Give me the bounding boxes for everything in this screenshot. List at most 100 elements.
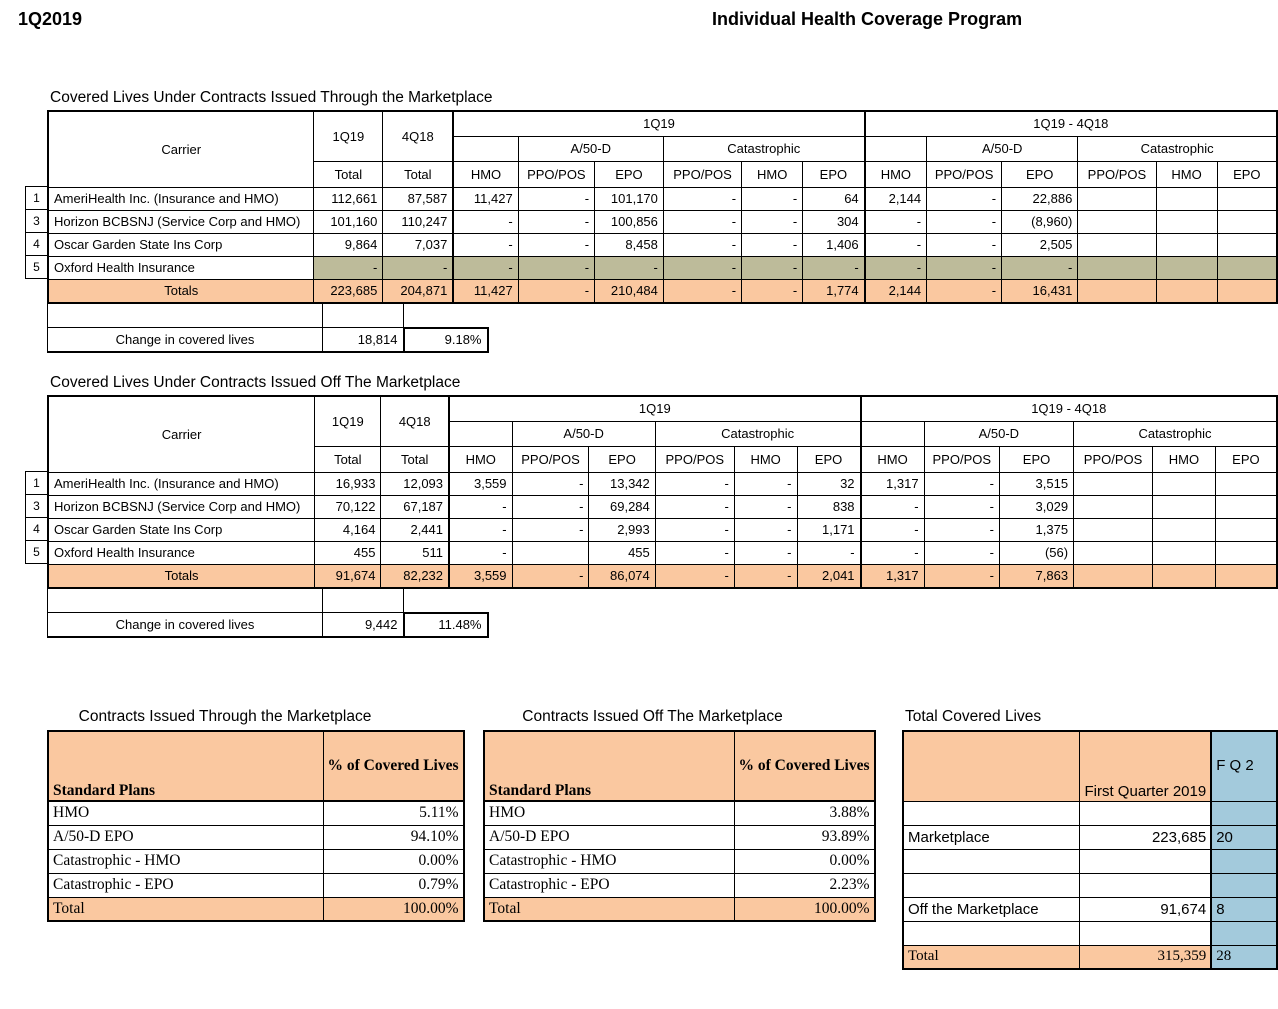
quarter-label: 1Q2019 [18, 9, 83, 29]
change-label: Change in covered lives [47, 327, 323, 353]
value-cell: - [452, 255, 519, 280]
value-cell: - [741, 232, 804, 257]
total-covered-label [902, 848, 1081, 874]
blank-cell [47, 588, 323, 613]
value-cell [1216, 186, 1278, 211]
catastrophic-subheader: Catastrophic [662, 135, 866, 162]
plan-column-header: HMO [1155, 160, 1218, 188]
value-cell [1152, 471, 1216, 496]
plan-column-header: HMO [452, 160, 519, 188]
total-covered-lives-title: Total Covered Lives [905, 708, 1042, 725]
spacer-cell [404, 304, 488, 328]
value-cell: - [923, 517, 1000, 542]
value-cell: 1,406 [802, 232, 866, 257]
value-cell: 2,505 [1001, 232, 1079, 257]
total-covered-q1-value: 91,674 [1079, 896, 1212, 922]
standard-plans-summary-table: Standard Plans% of Covered Lives HMO 3.88%… [483, 730, 876, 922]
plan-column-header: EPO [796, 445, 862, 473]
value-cell: 2,993 [588, 517, 656, 542]
q4-total-header: 4Q18 [380, 395, 450, 447]
value-cell: - [733, 517, 798, 542]
plan-column-header: PPO/POS [926, 160, 1003, 188]
plan-column-header: PPO/POS [511, 445, 590, 473]
covered-lives-marketplace-table: Carrier 1Q19 4Q18 1Q19 1Q19 - 4Q18 A/50-D Cata… [47, 110, 1278, 304]
value-cell [1216, 255, 1278, 280]
totals-value-cell: 82,232 [380, 563, 450, 589]
total-covered-label: Marketplace [902, 824, 1081, 850]
totals-value-cell: - [654, 563, 735, 589]
plan-column-header: EPO [588, 445, 656, 473]
value-cell: 87,587 [382, 186, 454, 211]
value-cell: 2,441 [380, 517, 450, 542]
plan-column-header: EPO [802, 160, 866, 188]
value-cell [1155, 232, 1218, 257]
row-number-cell: 1 [25, 471, 48, 495]
plan-percent: 0.00% [733, 848, 876, 874]
q1-total-header: 1Q19 [313, 110, 384, 162]
plan-percent: 3.88% [733, 800, 876, 826]
plan-column-header: EPO [1216, 160, 1278, 188]
value-cell: - [517, 186, 596, 211]
value-cell: - [859, 517, 925, 542]
marketplace-change-block: Change in covered lives 18,814 9.18% [47, 303, 489, 353]
off-marketplace-change-block: Change in covered lives 9,442 11.48% [47, 588, 489, 638]
plan-percent: 94.10% [322, 824, 465, 850]
total-covered-q4-value-clipped [1210, 872, 1278, 898]
carrier-header: Carrier [47, 395, 316, 473]
total-covered-q4-value-clipped: 20 [1210, 824, 1278, 850]
a50d-subheader: A/50-D [923, 420, 1075, 447]
carrier-cell: Horizon BCBSNJ (Service Corp and HMO) [47, 209, 315, 234]
total-covered-label: Off the Marketplace [902, 896, 1081, 922]
a50d-subheader: A/50-D [517, 135, 664, 162]
value-cell: - [926, 255, 1003, 280]
plan-column-header: EPO [594, 160, 664, 188]
value-cell: - [313, 255, 384, 280]
catastrophic-subheader: Catastrophic [1077, 135, 1278, 162]
plan-column-header: PPO/POS [1073, 445, 1154, 473]
totals-value-cell: 7,863 [998, 563, 1075, 589]
totals-value-cell: 210,484 [594, 278, 664, 304]
value-cell: 3,559 [448, 471, 513, 496]
plan-label: HMO [47, 800, 324, 826]
plan-label: A/50-D EPO [483, 824, 735, 850]
totals-value-cell: 204,871 [382, 278, 454, 304]
totals-value-cell: - [511, 563, 590, 589]
value-cell: - [511, 517, 590, 542]
totals-value-cell: - [517, 278, 596, 304]
value-cell: - [863, 209, 928, 234]
group-header-current-quarter: 1Q19 [452, 110, 866, 137]
totals-value-cell [1216, 278, 1278, 304]
value-cell: 511 [380, 540, 450, 565]
value-cell: 3,029 [998, 494, 1075, 519]
group-header-quarter-delta: 1Q19 - 4Q18 [863, 110, 1278, 137]
carrier-cell: Oscar Garden State Ins Corp [47, 517, 316, 542]
value-cell: (8,960) [1001, 209, 1079, 234]
total-covered-label [902, 800, 1081, 826]
row-number-cell: 4 [25, 517, 48, 541]
totals-value-cell: 86,074 [588, 563, 656, 589]
plan-column-header: HMO [859, 445, 925, 473]
change-in-covered-lives-block: Change in covered lives 18,814 9.18% [47, 303, 489, 353]
value-cell: - [517, 232, 596, 257]
total-covered-q1-value: 223,685 [1079, 824, 1212, 850]
change-label: Change in covered lives [47, 612, 323, 638]
value-cell: - [654, 540, 735, 565]
value-cell: - [741, 186, 804, 211]
value-cell: - [448, 517, 513, 542]
pct-covered-lives-header: % of Covered Lives [733, 730, 876, 802]
plan-label: HMO [483, 800, 735, 826]
carrier-cell: Oxford Health Insurance [47, 540, 316, 565]
value-cell: 455 [314, 540, 382, 565]
value-cell: 1,375 [998, 517, 1075, 542]
change-amount: 9,442 [322, 612, 404, 638]
value-cell: - [662, 255, 743, 280]
value-cell: - [448, 494, 513, 519]
plan-label: Catastrophic - HMO [483, 848, 735, 874]
change-percent: 9.18% [402, 326, 489, 353]
value-cell: - [517, 255, 596, 280]
plan-column-header: EPO [1214, 445, 1278, 473]
row-number-cell: 4 [25, 232, 48, 256]
total-covered-label [902, 872, 1081, 898]
